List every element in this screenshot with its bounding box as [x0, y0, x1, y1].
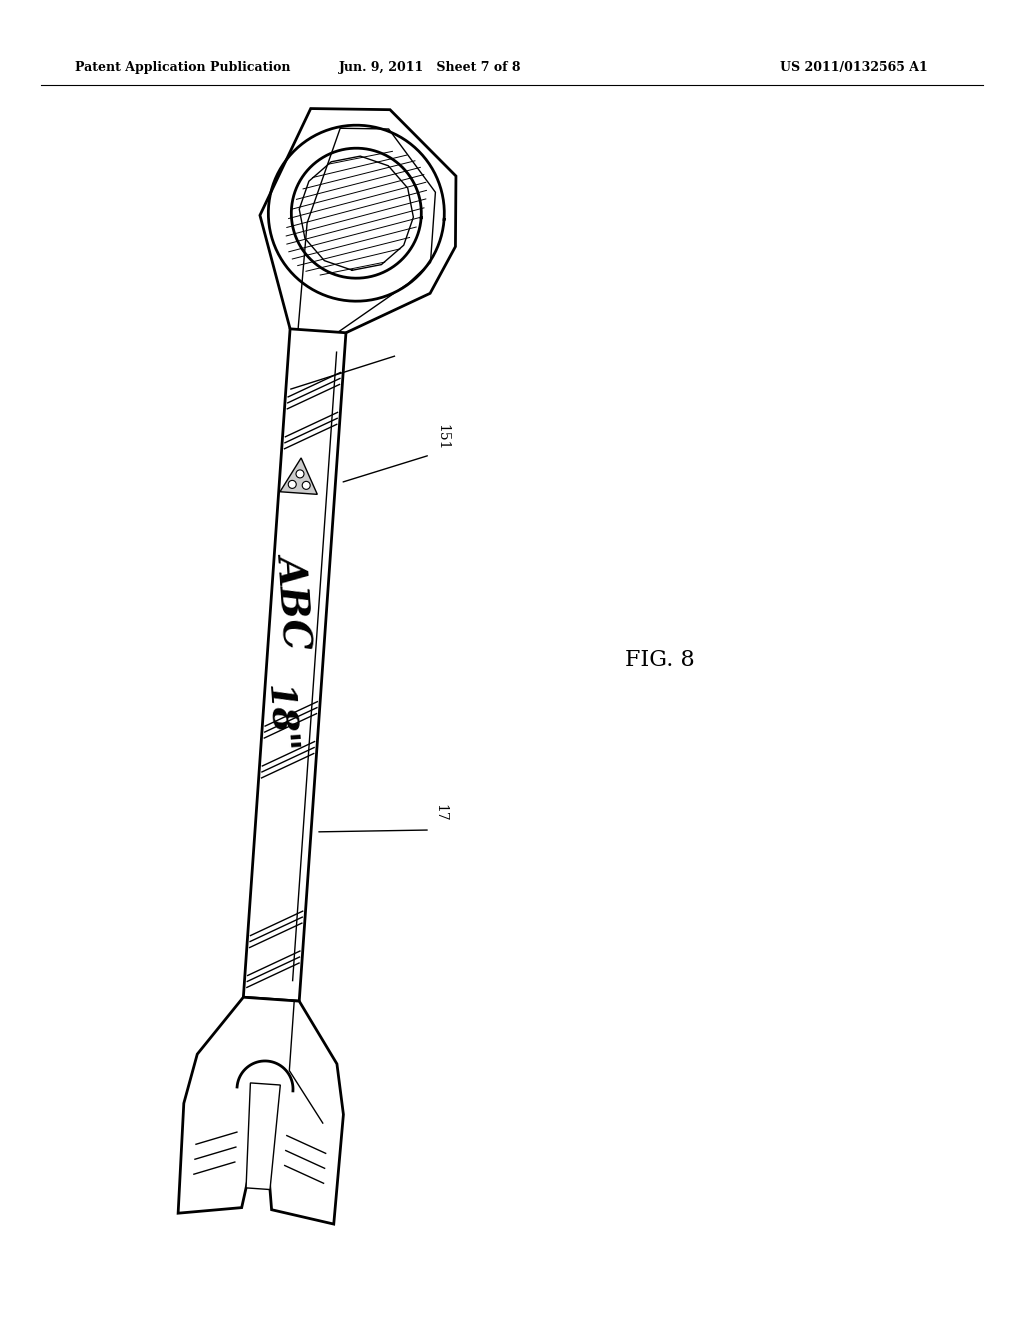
- Text: 17: 17: [433, 804, 447, 822]
- Ellipse shape: [296, 470, 304, 478]
- Text: US 2011/0132565 A1: US 2011/0132565 A1: [780, 62, 928, 74]
- Text: Jun. 9, 2011   Sheet 7 of 8: Jun. 9, 2011 Sheet 7 of 8: [339, 62, 521, 74]
- Ellipse shape: [288, 480, 296, 488]
- Text: 18": 18": [261, 684, 300, 755]
- Polygon shape: [244, 329, 346, 1001]
- Polygon shape: [246, 1082, 281, 1189]
- Text: Patent Application Publication: Patent Application Publication: [75, 62, 291, 74]
- Text: 151: 151: [435, 424, 449, 450]
- Polygon shape: [178, 997, 343, 1224]
- Ellipse shape: [302, 482, 310, 490]
- Text: ABC: ABC: [272, 552, 316, 648]
- Polygon shape: [280, 458, 317, 495]
- Text: FIG. 8: FIG. 8: [625, 649, 695, 671]
